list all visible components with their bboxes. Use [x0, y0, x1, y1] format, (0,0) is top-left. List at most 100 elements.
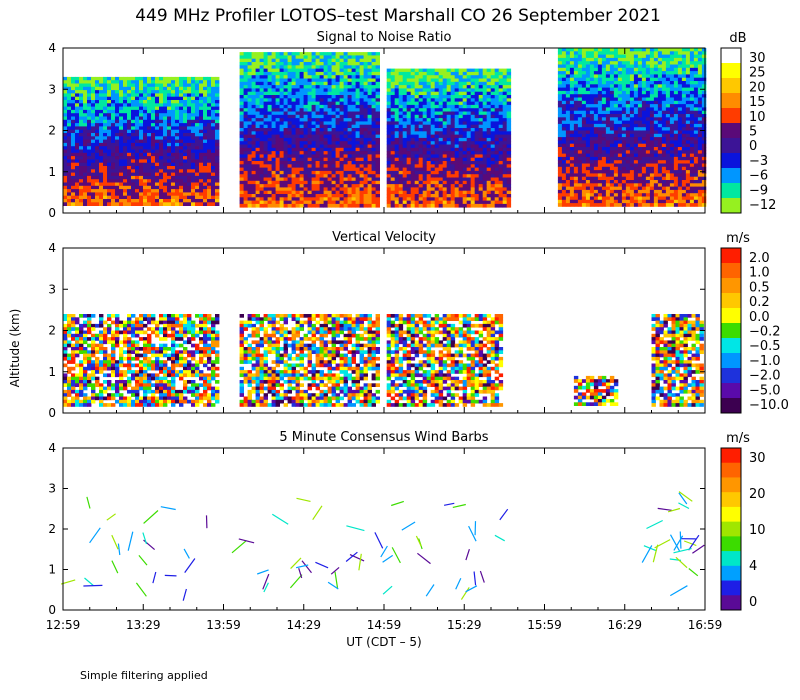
heatmap-cell — [593, 97, 599, 102]
heatmap-cell — [561, 123, 567, 128]
heatmap-cell — [506, 190, 512, 195]
heatmap-cell — [355, 78, 360, 83]
heatmap-cell — [151, 136, 156, 140]
heatmap-cell — [474, 121, 480, 126]
heatmap-cell — [291, 71, 296, 76]
heatmap-cell — [275, 114, 280, 119]
heatmap-cell — [347, 121, 352, 126]
heatmap-cell — [367, 114, 372, 119]
heatmap-cell — [359, 68, 364, 73]
heatmap-cell — [115, 129, 120, 134]
heatmap-cell — [454, 71, 460, 76]
heatmap-cell — [311, 114, 316, 119]
heatmap-cell — [67, 103, 72, 107]
heatmap-cell — [474, 81, 480, 86]
heatmap-cell — [283, 203, 288, 208]
heatmap-cell — [247, 174, 252, 178]
heatmap-cell — [331, 121, 336, 126]
heatmap-cell — [339, 161, 344, 165]
heatmap-cell — [327, 75, 332, 79]
heatmap-cell — [486, 180, 492, 185]
heatmap-cell — [191, 126, 196, 131]
heatmap-cell — [283, 180, 288, 185]
heatmap-cell — [371, 78, 376, 83]
heatmap-cell — [259, 98, 264, 102]
heatmap-cell — [402, 68, 408, 73]
heatmap-cell — [386, 101, 392, 106]
heatmap-cell — [251, 52, 256, 56]
heatmap-cell — [315, 161, 320, 165]
heatmap-cell — [103, 86, 108, 91]
heatmap-cell — [255, 184, 260, 188]
heatmap-cell — [247, 180, 252, 185]
heatmap-cell — [386, 75, 392, 79]
heatmap-cell — [478, 134, 484, 139]
heatmap-cell — [131, 169, 136, 173]
heatmap-cell — [179, 126, 184, 131]
heatmap-cell — [569, 61, 575, 65]
heatmap-cell — [394, 98, 400, 102]
heatmap-cell — [79, 199, 84, 203]
heatmap-cell — [410, 98, 416, 102]
heatmap-cell — [402, 101, 408, 106]
heatmap-cell — [434, 184, 440, 188]
heatmap-cell — [402, 187, 408, 192]
heatmap-cell — [115, 109, 120, 114]
heatmap-cell — [163, 76, 168, 81]
heatmap-cell — [247, 177, 252, 182]
heatmap-cell — [263, 118, 268, 122]
heatmap-cell — [398, 68, 404, 73]
heatmap-cell — [565, 100, 571, 105]
heatmap-cell — [482, 177, 488, 182]
heatmap-cell — [597, 87, 603, 92]
heatmap-cell — [127, 162, 132, 167]
heatmap-cell — [577, 150, 583, 154]
heatmap-cell — [430, 134, 436, 139]
heatmap-cell — [255, 55, 260, 60]
heatmap-cell — [406, 147, 412, 152]
heatmap-cell — [239, 161, 244, 165]
heatmap-cell — [494, 137, 500, 142]
heatmap-cell — [581, 51, 587, 55]
heatmap-cell — [458, 157, 464, 162]
heatmap-cell — [442, 161, 448, 165]
heatmap-cell — [597, 170, 603, 174]
heatmap-cell — [597, 100, 603, 105]
heatmap-cell — [139, 113, 144, 117]
heatmap-cell — [207, 175, 212, 180]
heatmap-cell — [211, 162, 216, 167]
heatmap-cell — [367, 187, 372, 192]
heatmap-cell — [343, 174, 348, 178]
heatmap-cell — [438, 124, 444, 129]
heatmap-cell — [259, 203, 264, 208]
heatmap-cell — [426, 88, 432, 93]
heatmap-cell — [410, 190, 416, 195]
heatmap-cell — [295, 91, 300, 96]
heatmap-cell — [315, 58, 320, 63]
heatmap-cell — [466, 167, 472, 172]
heatmap-cell — [119, 152, 124, 157]
heatmap-cell — [207, 172, 212, 177]
heatmap-cell — [271, 170, 276, 175]
heatmap-cell — [315, 85, 320, 89]
heatmap-cell — [438, 164, 444, 168]
heatmap-cell — [199, 199, 204, 203]
heatmap-cell — [111, 109, 116, 114]
heatmap-cell — [127, 133, 132, 137]
heatmap-cell — [454, 200, 460, 205]
heatmap-cell — [283, 200, 288, 205]
heatmap-cell — [355, 62, 360, 66]
heatmap-cell — [251, 161, 256, 165]
heatmap-cell — [498, 131, 504, 135]
heatmap-cell — [414, 71, 420, 76]
heatmap-cell — [87, 179, 92, 183]
heatmap-cell — [430, 118, 436, 122]
heatmap-cell — [490, 144, 496, 149]
heatmap-cell — [363, 71, 368, 76]
heatmap-cell — [335, 128, 340, 132]
heatmap-cell — [175, 103, 180, 107]
heatmap-cell — [311, 157, 316, 162]
heatmap-cell — [363, 161, 368, 165]
heatmap-cell — [163, 142, 168, 147]
heatmap-cell — [394, 71, 400, 76]
